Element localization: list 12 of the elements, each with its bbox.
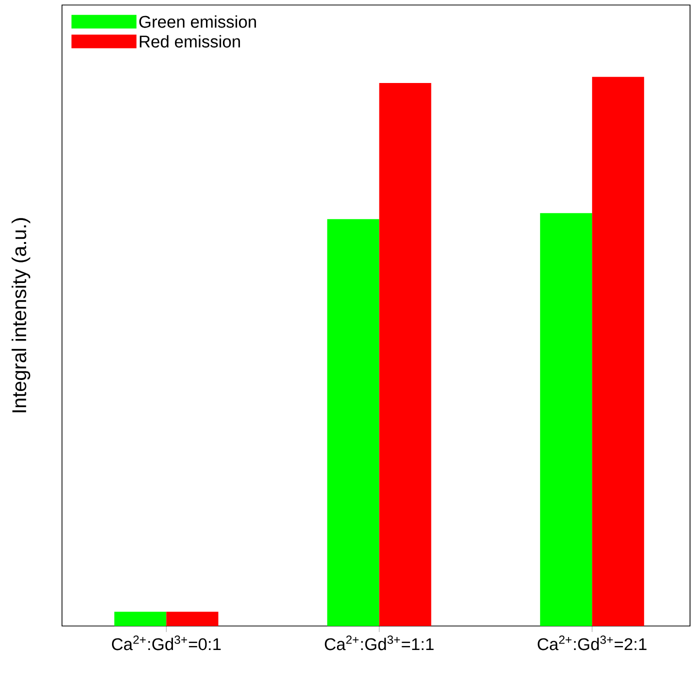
legend-label: Red emission — [140, 35, 240, 48]
x-tick-label: Ca$^{2+}$:Gd$^{3+}$=1:1 — [324, 636, 434, 650]
bar — [166, 612, 218, 626]
x-tick-label: Ca$^{2+}$:Gd$^{3+}$=0:1 — [112, 636, 221, 650]
x-tick-label: Ca$^{2+}$:Gd$^{3+}$=2:1 — [538, 636, 646, 650]
bar — [327, 219, 380, 626]
bar — [379, 82, 432, 626]
y-axis-title: Integral intensity (a.u.) — [12, 218, 30, 412]
bar — [592, 76, 644, 626]
bar — [540, 213, 592, 626]
legend-label: Green emission — [139, 15, 256, 28]
bar — [114, 612, 166, 626]
